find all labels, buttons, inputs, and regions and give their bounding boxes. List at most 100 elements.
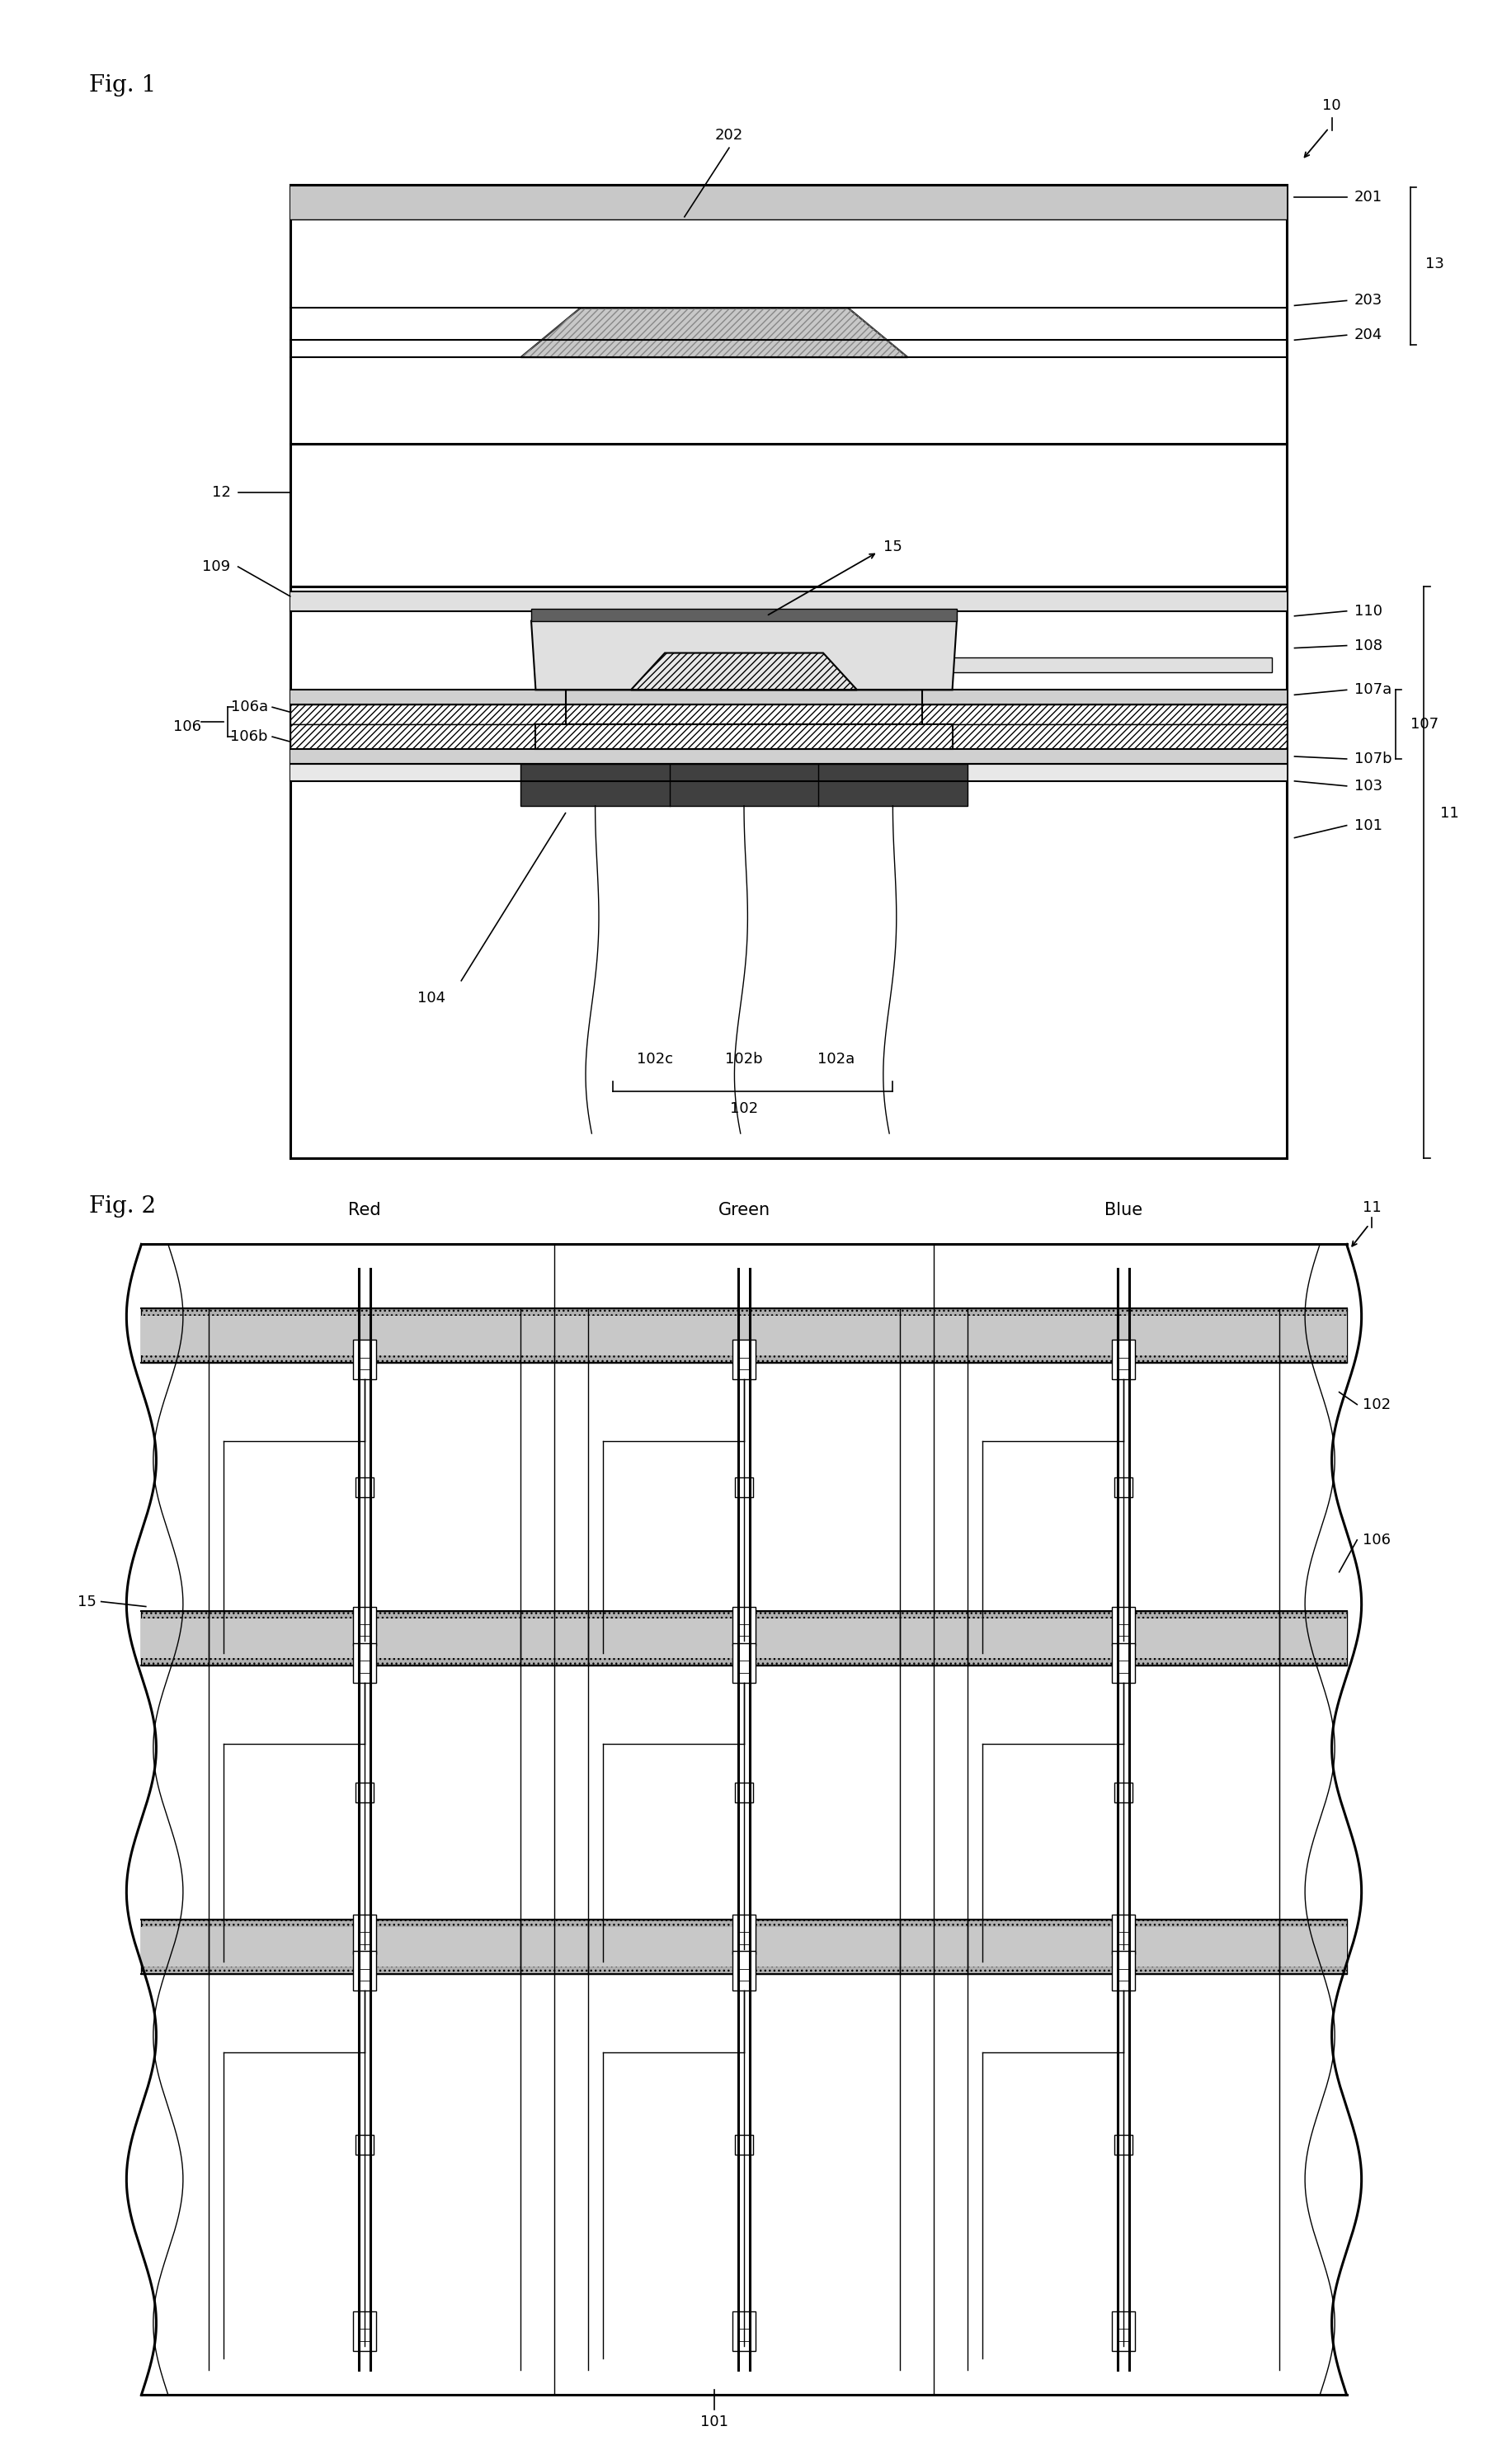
Bar — [356, 1476, 373, 1496]
Bar — [1112, 1340, 1135, 1380]
Text: Blue: Blue — [1104, 1202, 1143, 1217]
Bar — [359, 1358, 371, 1370]
Bar — [1115, 1784, 1132, 1804]
Bar — [353, 1643, 376, 1683]
Bar — [565, 705, 923, 724]
Bar — [141, 1611, 1347, 1666]
Text: 204: 204 — [1354, 328, 1382, 342]
Polygon shape — [531, 621, 957, 690]
Bar — [141, 1919, 1347, 1974]
Bar — [1117, 1624, 1129, 1636]
Text: 110: 110 — [1354, 604, 1382, 618]
Bar — [735, 1784, 753, 1804]
Bar — [290, 764, 1287, 781]
Text: 13: 13 — [1426, 256, 1445, 271]
Bar — [353, 2311, 376, 2351]
Bar — [353, 1915, 376, 1954]
Bar — [290, 724, 1287, 749]
Text: 102: 102 — [731, 1101, 757, 1116]
Bar — [738, 1358, 750, 1370]
Bar — [359, 1624, 371, 1636]
Text: 102: 102 — [1363, 1397, 1391, 1412]
Text: 201: 201 — [1354, 190, 1382, 205]
Bar — [738, 2328, 750, 2341]
Text: 106a: 106a — [231, 700, 268, 715]
Text: 101: 101 — [1354, 818, 1382, 833]
Bar — [580, 646, 707, 690]
Bar — [359, 1661, 371, 1673]
Bar — [732, 1607, 756, 1646]
Bar — [1112, 1915, 1135, 1954]
Bar — [536, 724, 952, 749]
Text: 102b: 102b — [725, 1052, 763, 1067]
Bar — [1112, 1951, 1135, 1991]
Text: 101: 101 — [701, 2415, 728, 2430]
Bar — [1112, 1643, 1135, 1683]
Bar — [735, 2134, 753, 2154]
Bar — [290, 591, 1287, 611]
Text: Fig. 1: Fig. 1 — [89, 74, 156, 96]
Text: 11: 11 — [1440, 806, 1460, 821]
Bar — [290, 444, 1287, 586]
Bar — [738, 1932, 750, 1944]
Bar — [141, 1316, 1347, 1355]
Text: 104: 104 — [418, 991, 445, 1005]
Text: 202: 202 — [716, 128, 743, 143]
Bar — [738, 1661, 750, 1673]
Bar — [732, 1643, 756, 1683]
Bar — [290, 185, 1287, 444]
Bar — [732, 1340, 756, 1380]
Bar — [732, 1915, 756, 1954]
Text: 10: 10 — [1323, 99, 1341, 113]
Text: 107a: 107a — [1354, 683, 1391, 697]
Bar — [1112, 2311, 1135, 2351]
Bar — [353, 1340, 376, 1380]
Text: 15: 15 — [884, 540, 902, 554]
Bar — [908, 658, 1272, 673]
Text: 106: 106 — [173, 719, 201, 734]
Text: 107b: 107b — [1354, 752, 1391, 766]
Text: Red: Red — [348, 1202, 381, 1217]
Text: 106b: 106b — [231, 729, 268, 744]
Text: Green: Green — [719, 1202, 769, 1217]
Bar — [353, 1951, 376, 1991]
Bar — [1115, 2134, 1132, 2154]
Text: 107: 107 — [1411, 717, 1439, 732]
Bar — [531, 609, 957, 621]
Bar — [1117, 1358, 1129, 1370]
Bar — [732, 1951, 756, 1991]
Text: 15: 15 — [77, 1594, 97, 1609]
Text: 102c: 102c — [637, 1052, 673, 1067]
Bar — [359, 2328, 371, 2341]
Bar — [738, 1969, 750, 1981]
Bar — [738, 1624, 750, 1636]
Text: 11: 11 — [1363, 1200, 1381, 1215]
Bar — [290, 690, 1287, 705]
Bar — [290, 705, 1287, 724]
Bar — [781, 646, 908, 690]
Bar — [735, 1476, 753, 1496]
Bar — [1115, 1476, 1132, 1496]
Bar — [353, 1607, 376, 1646]
Text: 106: 106 — [1363, 1533, 1391, 1547]
Bar — [1117, 2328, 1129, 2341]
Bar — [359, 1969, 371, 1981]
Bar — [141, 1308, 1347, 1363]
Bar — [359, 1932, 371, 1944]
Text: Fig. 2: Fig. 2 — [89, 1195, 156, 1217]
Text: 108: 108 — [1354, 638, 1382, 653]
Bar — [1117, 1969, 1129, 1981]
Text: 109: 109 — [202, 559, 231, 574]
Polygon shape — [521, 308, 908, 357]
Text: 102a: 102a — [817, 1052, 856, 1067]
Bar — [141, 1927, 1347, 1966]
Bar — [356, 2134, 373, 2154]
Bar — [290, 586, 1287, 1158]
Bar — [1117, 1932, 1129, 1944]
Polygon shape — [631, 653, 857, 690]
Bar — [1112, 1607, 1135, 1646]
Text: 103: 103 — [1354, 779, 1382, 793]
Bar — [141, 1619, 1347, 1658]
Bar — [356, 1784, 373, 1804]
Bar — [521, 764, 967, 806]
